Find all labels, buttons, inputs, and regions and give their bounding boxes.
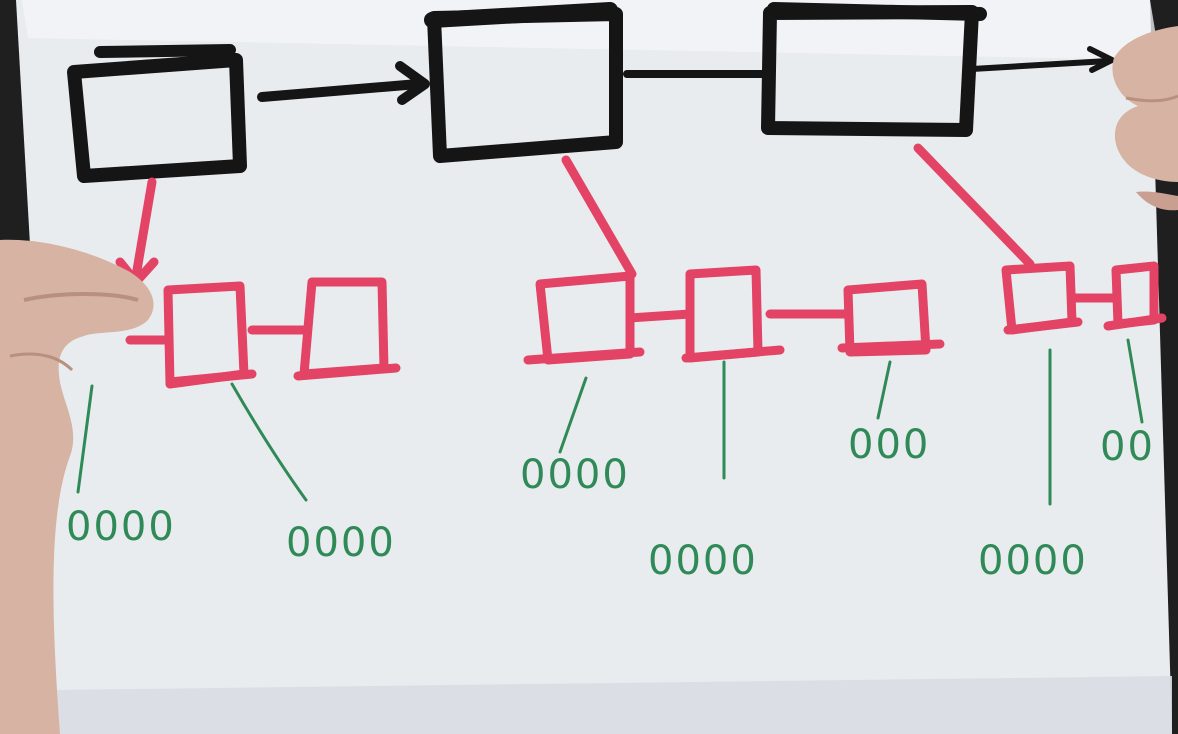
top-box-1 xyxy=(67,44,247,183)
child-nodes xyxy=(115,143,1167,389)
leaf-value-1: 0000 xyxy=(66,504,176,550)
top-box-2 xyxy=(424,2,623,163)
leaf-value-4: 0000 xyxy=(648,538,758,584)
top-chain xyxy=(67,2,1115,183)
top-box-3 xyxy=(761,2,987,137)
arrow-right-icon xyxy=(257,61,430,105)
child-group-3 xyxy=(1001,261,1167,335)
leaf-value-2: 0000 xyxy=(286,520,396,566)
paper-sheet xyxy=(16,0,1172,734)
arrow-right-icon xyxy=(969,46,1115,73)
child-group-1 xyxy=(125,277,401,389)
leaf-value-6: 0000 xyxy=(978,538,1088,584)
leaf-value-5: 000 xyxy=(848,422,930,468)
hand-icon xyxy=(0,239,154,734)
child-pointer-2 xyxy=(561,155,637,279)
leaf-value-7: 00 xyxy=(1100,424,1155,470)
leaf-value-3: 0000 xyxy=(520,452,630,498)
leaf-connectors xyxy=(76,338,1144,506)
hand-icon xyxy=(1112,26,1178,211)
child-pointer-3 xyxy=(913,143,1035,269)
child-group-2 xyxy=(523,265,945,365)
